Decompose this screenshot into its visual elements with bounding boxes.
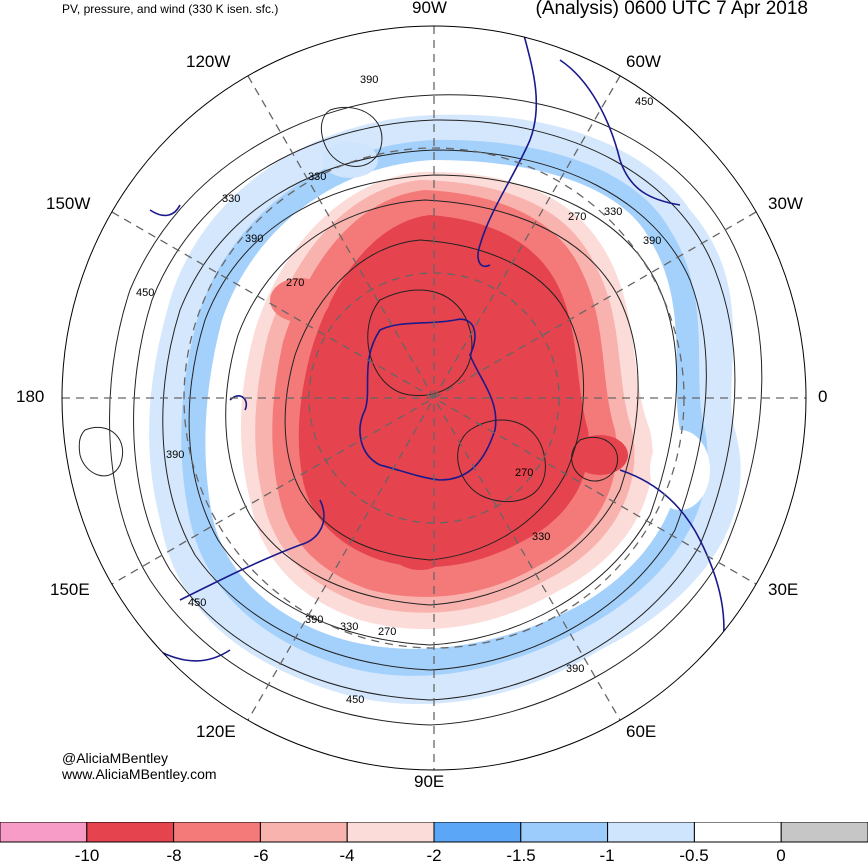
lon-label-0: 0: [818, 387, 828, 406]
map-title: (Analysis) 0600 UTC 7 Apr 2018: [535, 0, 808, 19]
colorbar-swatch: [259, 822, 348, 843]
contour-label: 390: [360, 74, 378, 86]
contour-label: 270: [568, 211, 586, 223]
colorbar-swatch: [86, 822, 175, 843]
colorbar-swatch: [346, 822, 435, 843]
contour-label: 390: [566, 663, 584, 675]
colorbar-tick: -4: [339, 846, 355, 865]
lon-label-120w: 120W: [186, 52, 231, 71]
lon-label-90e: 90E: [414, 772, 445, 791]
contour-label: 270: [286, 277, 304, 289]
colorbar-swatch: [520, 822, 609, 843]
graticule: [62, 26, 806, 770]
colorbar-tick: -0.5: [679, 846, 709, 865]
colorbar-tick: 0: [776, 846, 786, 865]
map-boundary: [61, 25, 807, 771]
lon-label-150e: 150E: [50, 580, 90, 599]
colorbar-swatch: [780, 822, 868, 843]
contour-label: 390: [305, 614, 323, 626]
contour-label: 270: [515, 467, 533, 479]
polar-map: 390 450 330 270 330 390 390 270 330 270 …: [61, 25, 807, 771]
contour-label: 330: [532, 531, 550, 543]
lon-label-60w: 60W: [626, 52, 661, 71]
contour-label: 390: [166, 449, 184, 461]
colorbar-swatch: [433, 822, 522, 843]
colorbar-swatch: [607, 822, 695, 843]
contour-label: 330: [340, 621, 358, 633]
pv-strong-area: [298, 215, 590, 568]
map-subtitle: PV, pressure, and wind (330 K isen. sfc.…: [62, 2, 279, 16]
colorbar-swatch: [173, 822, 261, 843]
lon-label-180: 180: [16, 387, 45, 406]
lon-label-90w: 90W: [412, 0, 447, 17]
lon-label-150w: 150W: [46, 194, 91, 213]
contour-label: 330: [604, 206, 622, 218]
contour-label: 450: [346, 694, 364, 706]
lon-label-30e: 30E: [768, 580, 799, 599]
contour-label: 450: [188, 597, 206, 609]
contour-label: 450: [136, 287, 154, 299]
contour-label: 330: [308, 171, 326, 183]
contour-label: 390: [643, 235, 661, 247]
colorbar-tick: -8: [166, 846, 182, 865]
pv-colorbar: [0, 822, 868, 843]
lon-label-30w: 30W: [768, 194, 803, 213]
credit-author: @AliciaMBentley: [62, 750, 169, 766]
colorbar-tick: -1.5: [506, 846, 536, 865]
contour-label: 390: [245, 233, 263, 245]
contour-label: 450: [635, 96, 653, 108]
colorbar-swatch: [0, 822, 88, 843]
lon-label-60e: 60E: [626, 722, 657, 741]
colorbar-tick: -6: [253, 846, 269, 865]
colorbar-tick: -2: [426, 846, 442, 865]
contour-label: 330: [222, 193, 240, 205]
colorbar-tick: -10: [74, 846, 100, 865]
credit-website[interactable]: www.AliciaMBentley.com: [62, 766, 217, 782]
lon-label-120e: 120E: [196, 722, 236, 741]
contour-label: 270: [378, 626, 396, 638]
colorbar-swatch: [693, 822, 782, 843]
colorbar-tick: -1: [599, 846, 615, 865]
